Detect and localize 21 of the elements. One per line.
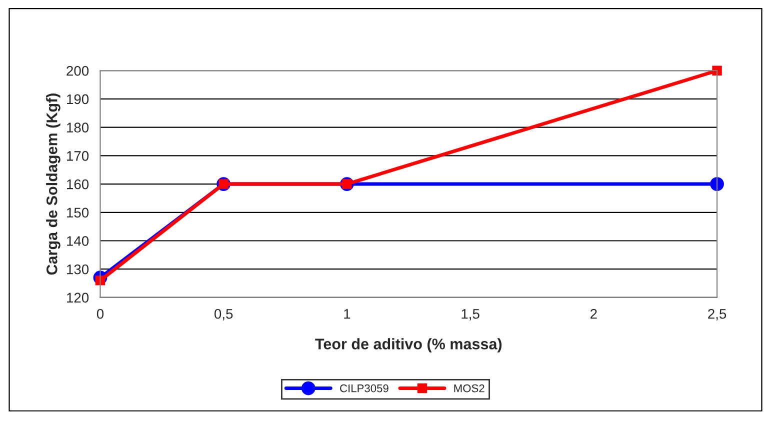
x-tick-label: 1 bbox=[344, 309, 350, 319]
x-tick-label: 0 bbox=[96, 308, 104, 319]
x-tick-label: 2,5 bbox=[708, 308, 726, 320]
y-tick-label: 180 bbox=[67, 122, 89, 132]
x-axis-title: Teor de aditivo (% massa) bbox=[315, 338, 502, 352]
legend-label: CILP3059 bbox=[340, 384, 388, 392]
x-tick-label: 1,5 bbox=[462, 309, 480, 320]
x-tick-label: 0,5 bbox=[214, 308, 233, 320]
y-tick-label: 190 bbox=[67, 94, 89, 104]
y-tick-label: 160 bbox=[67, 179, 89, 190]
y-tick-label: 150 bbox=[67, 208, 89, 218]
y-tick-label: 140 bbox=[67, 236, 89, 246]
point bbox=[712, 66, 722, 76]
y-axis-title: Carga de Soldagem (Kgf) bbox=[46, 94, 60, 275]
y-tick-label: 120 bbox=[67, 292, 89, 303]
y-tick-label: 200 bbox=[66, 66, 89, 76]
point bbox=[710, 177, 724, 191]
y-tick-label: 130 bbox=[67, 264, 89, 274]
legend-label: MOS2 bbox=[454, 384, 484, 392]
x-tick-label: 2 bbox=[590, 308, 597, 319]
y-tick-label: 170 bbox=[67, 151, 89, 161]
